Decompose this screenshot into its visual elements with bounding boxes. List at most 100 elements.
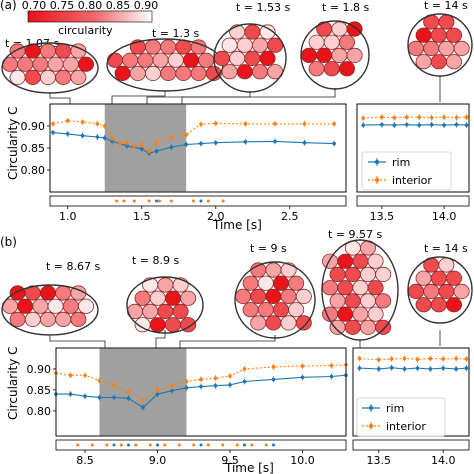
cell: [107, 52, 124, 68]
cell: [190, 65, 207, 82]
axes-b-main-interior-point: [184, 379, 189, 384]
cell: [375, 319, 392, 335]
axes-b-main-interior-point: [170, 383, 174, 388]
axes-a-main-rim-point: [139, 147, 144, 151]
cell: [244, 50, 261, 67]
cell: [175, 39, 192, 55]
axes-a-main-interior-point: [154, 140, 159, 145]
axes-b-tail-xtick-label: 14.0: [431, 454, 456, 467]
cell: [300, 47, 317, 64]
connectors-b: [49, 330, 441, 348]
axes-a-tail-interior-point: [464, 115, 469, 119]
legend-b: rim interior: [356, 397, 446, 437]
cell: [430, 54, 447, 70]
axes-b-main-interior-point: [155, 388, 160, 392]
axes-b-main-strip-event: [127, 443, 130, 447]
cell: [308, 61, 325, 77]
cell: [78, 298, 95, 314]
cell: [175, 65, 192, 82]
axes-b-tail-rim-point: [402, 367, 407, 371]
cell: [62, 56, 79, 72]
cell: [221, 64, 238, 80]
colorbar-tick-label: 0.80: [78, 0, 103, 12]
axes-b-tail-interior-point: [389, 357, 394, 361]
cell-cluster: [1, 42, 99, 94]
snapshot-b1-label: t = 8.67 s: [46, 260, 101, 273]
axes-b-main-rim-line: [56, 374, 347, 409]
cell: [122, 52, 139, 68]
cell: [40, 285, 57, 301]
cell-cluster: [213, 23, 287, 93]
colorbar: 0.70 0.75 0.80 0.85 0.90 circularity: [22, 0, 159, 37]
axes-b-tail-interior-point: [441, 357, 446, 361]
axes-a-tail-rim-point: [442, 123, 446, 127]
axes-a-main-rim-point: [102, 136, 107, 140]
cell: [182, 52, 199, 68]
cell: [55, 69, 72, 86]
axes-a-main-interior-point: [213, 121, 218, 126]
cell: [167, 52, 184, 68]
cell: [55, 311, 72, 327]
axes-b-tail-rim-point: [464, 366, 469, 370]
snapshot-b4-label: t = 9.57 s: [328, 228, 383, 241]
legend-a-interior-label: interior: [392, 174, 432, 187]
axes-b-tail-event-strip: [352, 439, 470, 451]
axes-a-main-interior-point: [147, 149, 151, 153]
axes-b-main-rim-point: [329, 374, 334, 379]
axes-a-tail-interior-point: [454, 115, 459, 120]
cell: [180, 317, 197, 333]
cell: [344, 293, 361, 309]
cell: [229, 50, 246, 67]
cell: [134, 290, 151, 306]
cell: [9, 43, 26, 59]
axes-b-main-rim-point: [97, 395, 102, 400]
cell: [55, 285, 72, 301]
cell: [157, 303, 174, 319]
cell: [78, 56, 95, 72]
colorbar-label: circularity: [58, 24, 113, 37]
axes-b-main-strip-event: [156, 443, 159, 447]
cell: [9, 311, 26, 327]
cell: [272, 275, 289, 291]
axes-b-main-strip-event: [163, 443, 167, 447]
axes-b-main-rim-point: [68, 392, 73, 396]
cell: [415, 27, 432, 43]
axes-b-ytick-label: 0.85: [27, 384, 52, 397]
cell: [430, 297, 447, 313]
cell: [70, 69, 87, 86]
axes-a-main-interior-point: [132, 144, 137, 148]
cell: [62, 298, 79, 314]
cell: [338, 61, 355, 77]
axes-b-main-interior-line: [55, 364, 347, 402]
legend-a-rim-marker: [374, 159, 380, 165]
colorbar-tick-label: 0.70: [22, 0, 47, 12]
cell: [316, 21, 333, 37]
legend-b-rim-marker: [368, 405, 374, 411]
axes-b-ytick-label: 0.90: [27, 363, 52, 376]
axes-b-tail-rim-point: [428, 367, 433, 371]
colorbar-tick-label: 0.75: [50, 0, 75, 12]
cell: [346, 47, 363, 64]
cell: [423, 40, 440, 57]
cell: [295, 315, 312, 331]
cell: [438, 40, 455, 57]
axes-a-main-strip-event: [169, 199, 173, 203]
chart-b-xlabel: Time [s]: [224, 461, 274, 474]
axes-b-main-interior-point: [68, 373, 73, 378]
axes-b-main-rim-point: [184, 386, 189, 390]
cell: [438, 14, 455, 30]
axes-a-tail-rim-point: [361, 123, 366, 127]
axes-b-tail-rim-point: [454, 367, 458, 371]
axes-b-main-strip-event: [192, 443, 196, 447]
colorbar-tick-label: 0.85: [106, 0, 131, 12]
axes-a-main-rim-point: [332, 141, 336, 146]
cell: [415, 297, 432, 313]
cell: [70, 311, 87, 327]
cell: [308, 34, 325, 50]
chart-a-xlabel: Time [s]: [212, 218, 262, 232]
cell: [9, 69, 26, 86]
axes-b-main-interior-point: [271, 365, 276, 369]
colorbar-tick-label: 0.90: [134, 0, 159, 12]
axes-a-ytick-label: 0.90: [21, 120, 46, 133]
cell: [272, 302, 289, 318]
